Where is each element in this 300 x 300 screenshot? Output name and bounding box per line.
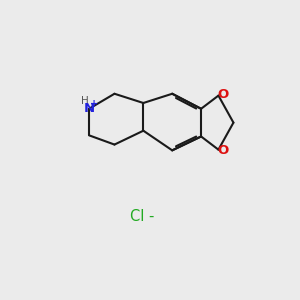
Text: +: + <box>90 99 98 109</box>
Text: H: H <box>81 96 89 106</box>
Text: Cl -: Cl - <box>130 209 154 224</box>
Text: O: O <box>218 88 229 101</box>
Text: O: O <box>218 144 229 157</box>
Text: N: N <box>83 102 94 115</box>
